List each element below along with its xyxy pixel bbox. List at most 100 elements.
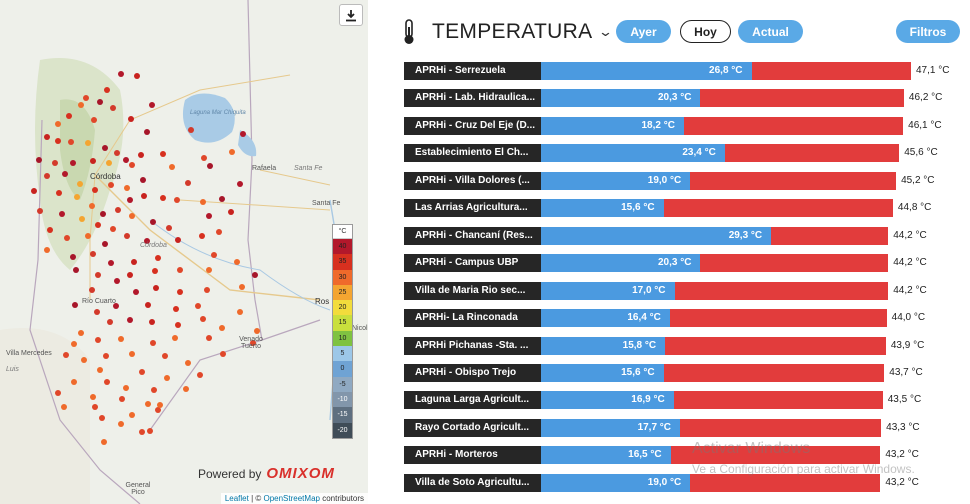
station-marker[interactable]: [206, 213, 212, 219]
station-marker[interactable]: [55, 390, 61, 396]
station-marker[interactable]: [138, 152, 144, 158]
station-marker[interactable]: [100, 211, 106, 217]
station-marker[interactable]: [83, 95, 89, 101]
station-marker[interactable]: [149, 102, 155, 108]
station-marker[interactable]: [95, 272, 101, 278]
station-marker[interactable]: [129, 351, 135, 357]
station-marker[interactable]: [162, 353, 168, 359]
station-marker[interactable]: [90, 158, 96, 164]
station-marker[interactable]: [110, 105, 116, 111]
osm-link[interactable]: OpenStreetMap: [263, 494, 320, 503]
station-marker[interactable]: [95, 337, 101, 343]
station-marker[interactable]: [197, 372, 203, 378]
station-marker[interactable]: [155, 407, 161, 413]
station-marker[interactable]: [174, 197, 180, 203]
station-marker[interactable]: [240, 131, 246, 137]
station-marker[interactable]: [85, 233, 91, 239]
chevron-down-icon[interactable]: ⌄: [598, 24, 614, 39]
station-marker[interactable]: [85, 140, 91, 146]
station-marker[interactable]: [127, 272, 133, 278]
station-marker[interactable]: [70, 160, 76, 166]
station-marker[interactable]: [97, 367, 103, 373]
station-marker[interactable]: [150, 219, 156, 225]
station-marker[interactable]: [160, 195, 166, 201]
station-marker[interactable]: [175, 322, 181, 328]
station-marker[interactable]: [103, 353, 109, 359]
weather-map[interactable]: Laguna Mar Chiquita Córdoba Córdoba Rafa…: [0, 0, 368, 504]
station-marker[interactable]: [110, 226, 116, 232]
station-marker[interactable]: [81, 357, 87, 363]
station-marker[interactable]: [107, 319, 113, 325]
station-marker[interactable]: [78, 330, 84, 336]
station-marker[interactable]: [97, 99, 103, 105]
station-marker[interactable]: [151, 387, 157, 393]
station-marker[interactable]: [195, 303, 201, 309]
station-marker[interactable]: [129, 412, 135, 418]
station-marker[interactable]: [64, 235, 70, 241]
station-marker[interactable]: [153, 285, 159, 291]
station-marker[interactable]: [172, 335, 178, 341]
station-marker[interactable]: [185, 360, 191, 366]
station-marker[interactable]: [239, 284, 245, 290]
station-marker[interactable]: [219, 196, 225, 202]
station-marker[interactable]: [99, 415, 105, 421]
station-marker[interactable]: [104, 379, 110, 385]
station-marker[interactable]: [211, 252, 217, 258]
hoy-button[interactable]: Hoy: [680, 20, 731, 43]
station-marker[interactable]: [68, 139, 74, 145]
station-marker[interactable]: [252, 272, 258, 278]
station-marker[interactable]: [131, 259, 137, 265]
station-marker[interactable]: [70, 254, 76, 260]
station-marker[interactable]: [74, 194, 80, 200]
actual-button[interactable]: Actual: [738, 20, 803, 43]
station-marker[interactable]: [114, 150, 120, 156]
station-marker[interactable]: [200, 199, 206, 205]
station-marker[interactable]: [92, 404, 98, 410]
station-marker[interactable]: [71, 341, 77, 347]
ayer-button[interactable]: Ayer: [616, 20, 671, 43]
station-marker[interactable]: [206, 267, 212, 273]
station-marker[interactable]: [113, 303, 119, 309]
station-marker[interactable]: [152, 268, 158, 274]
station-marker[interactable]: [188, 127, 194, 133]
station-marker[interactable]: [133, 289, 139, 295]
station-marker[interactable]: [124, 185, 130, 191]
station-marker[interactable]: [92, 187, 98, 193]
station-marker[interactable]: [166, 225, 172, 231]
omixom-logo[interactable]: OMIXOM: [266, 465, 335, 482]
station-marker[interactable]: [104, 87, 110, 93]
station-marker[interactable]: [134, 73, 140, 79]
station-marker[interactable]: [164, 375, 170, 381]
station-marker[interactable]: [200, 316, 206, 322]
station-marker[interactable]: [127, 317, 133, 323]
station-marker[interactable]: [144, 238, 150, 244]
station-marker[interactable]: [72, 302, 78, 308]
station-marker[interactable]: [115, 207, 121, 213]
station-marker[interactable]: [118, 421, 124, 427]
station-marker[interactable]: [185, 180, 191, 186]
station-marker[interactable]: [145, 401, 151, 407]
station-marker[interactable]: [94, 309, 100, 315]
station-marker[interactable]: [123, 385, 129, 391]
station-marker[interactable]: [234, 259, 240, 265]
station-marker[interactable]: [55, 138, 61, 144]
station-marker[interactable]: [201, 155, 207, 161]
station-marker[interactable]: [102, 241, 108, 247]
station-marker[interactable]: [118, 336, 124, 342]
station-marker[interactable]: [66, 113, 72, 119]
station-marker[interactable]: [55, 121, 61, 127]
station-marker[interactable]: [61, 404, 67, 410]
station-marker[interactable]: [62, 171, 68, 177]
station-marker[interactable]: [63, 352, 69, 358]
station-marker[interactable]: [90, 251, 96, 257]
station-marker[interactable]: [204, 287, 210, 293]
station-marker[interactable]: [139, 369, 145, 375]
station-marker[interactable]: [141, 193, 147, 199]
station-marker[interactable]: [149, 319, 155, 325]
station-marker[interactable]: [237, 181, 243, 187]
station-marker[interactable]: [139, 429, 145, 435]
station-marker[interactable]: [102, 145, 108, 151]
station-marker[interactable]: [56, 190, 62, 196]
station-marker[interactable]: [124, 233, 130, 239]
station-marker[interactable]: [79, 216, 85, 222]
